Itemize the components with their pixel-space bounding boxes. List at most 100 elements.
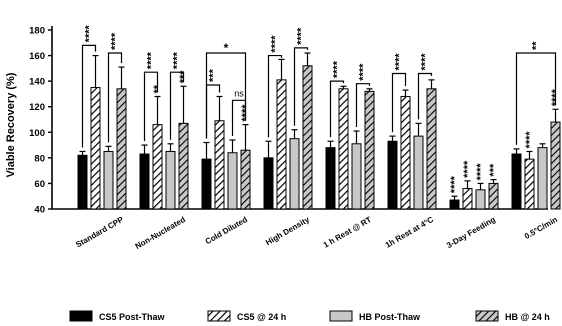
significance-bracket (107, 52, 123, 143)
significance-bracket (355, 83, 371, 128)
significance-label: * (224, 41, 229, 55)
legend-label: CS5 Post-Thaw (99, 312, 166, 322)
significance-label-text: **** (110, 32, 122, 50)
bar (475, 189, 486, 210)
bar (524, 158, 535, 210)
bar (550, 121, 561, 210)
red-significance-label: *** (488, 163, 500, 177)
significance-label: **** (332, 60, 344, 78)
significance-label-text: **** (84, 25, 96, 43)
y-tick-label: 100 (29, 128, 45, 139)
x-tick-label: 3-Day Feeding (445, 215, 497, 250)
x-tick-label: 1 h Rest @ RT (322, 215, 373, 250)
bar (488, 182, 499, 210)
red-significance-label-text: *** (488, 163, 500, 177)
red-significance-label-text: **** (449, 175, 461, 193)
red-significance-label-text: *** (178, 70, 190, 84)
significance-label-text: **** (146, 51, 158, 69)
bar (201, 158, 212, 210)
red-significance-label-text: **** (475, 163, 487, 181)
red-significance-label: ** (152, 84, 164, 93)
y-tick-label: 120 (29, 102, 45, 113)
x-tick-label: Non-Nucleated (134, 215, 187, 251)
significance-label: **** (296, 27, 308, 45)
red-significance-label-text: **** (524, 131, 536, 149)
bar (103, 150, 114, 210)
significance-bracket (81, 44, 97, 148)
bar (90, 87, 101, 210)
red-significance-label: *** (178, 70, 190, 84)
red-significance-label: **** (524, 131, 536, 149)
legend: CS5 Post-Thaw CS5 @ 24 h HB Post-Thaw HB @ … (69, 310, 550, 322)
bar (165, 150, 176, 210)
significance-label-text: **** (172, 51, 184, 69)
bar (413, 135, 424, 210)
significance-bracket (391, 72, 407, 133)
significance-bracket (205, 84, 221, 139)
significance-bracket (143, 71, 159, 142)
significance-bracket (231, 99, 247, 136)
bar (276, 79, 287, 210)
legend-swatch (329, 310, 353, 322)
significance-label-text: **** (420, 53, 432, 71)
y-tick-label: 160 (29, 51, 45, 62)
legend-label: CS5 @ 24 h (237, 312, 286, 322)
significance-label: **** (394, 53, 406, 71)
significance-label: **** (270, 35, 282, 53)
bar (302, 65, 313, 210)
bars-layer (77, 52, 561, 210)
red-significance-label-text: ** (152, 84, 164, 93)
significance-bracket (267, 54, 283, 138)
significance-layer: **** ******** ********ns**** ******** ******… (81, 25, 562, 193)
red-significance-label: **** (240, 104, 252, 122)
bar (364, 90, 375, 210)
x-tick-label: High Density (264, 215, 311, 248)
significance-label: **** (420, 53, 432, 71)
significance-label-text: *** (208, 68, 220, 82)
significance-label-text: **** (270, 35, 282, 53)
bar (152, 124, 163, 210)
bar (116, 88, 127, 210)
x-tick-label: 0.5°C/min (523, 215, 559, 241)
significance-label-text: **** (394, 53, 406, 71)
bar (227, 152, 238, 210)
red-significance-label-text: **** (240, 104, 252, 122)
y-tick-label: 60 (34, 179, 45, 190)
significance-label: **** (172, 51, 184, 69)
bar (77, 154, 88, 210)
bar (178, 122, 189, 210)
significance-label: **** (110, 32, 122, 50)
bar (338, 88, 349, 210)
y-tick-label: 140 (29, 77, 45, 88)
significance-label: **** (358, 63, 370, 81)
significance-label-text: **** (332, 60, 344, 78)
legend-swatch (207, 310, 231, 322)
bar (537, 147, 548, 210)
significance-bracket (169, 71, 185, 140)
red-significance-label-text: **** (462, 160, 474, 178)
significance-label-text: **** (358, 63, 370, 81)
significance-label: *** (208, 68, 220, 82)
bar (400, 95, 411, 210)
red-significance-label-text: **** (550, 88, 562, 106)
bar (351, 143, 362, 210)
bar (263, 157, 274, 210)
red-significance-label: **** (462, 160, 474, 178)
significance-label: **** (146, 51, 158, 69)
bar (325, 147, 336, 210)
bar (462, 188, 473, 210)
y-tick-label: 40 (34, 205, 45, 216)
significance-bracket (293, 47, 309, 126)
legend-label: HB @ 24 h (505, 312, 550, 322)
bar (511, 153, 522, 210)
y-axis-label: Viable Recovery (%) (5, 72, 17, 177)
x-tick-label: Cold Diluted (204, 215, 249, 246)
significance-label-text: ** (531, 41, 543, 50)
y-tick-label: 180 (29, 26, 45, 37)
significance-bracket (417, 72, 433, 120)
bar (240, 149, 251, 210)
bar (214, 120, 225, 210)
x-tick-label: Standard CPP (74, 215, 125, 250)
legend-swatch (475, 310, 499, 322)
